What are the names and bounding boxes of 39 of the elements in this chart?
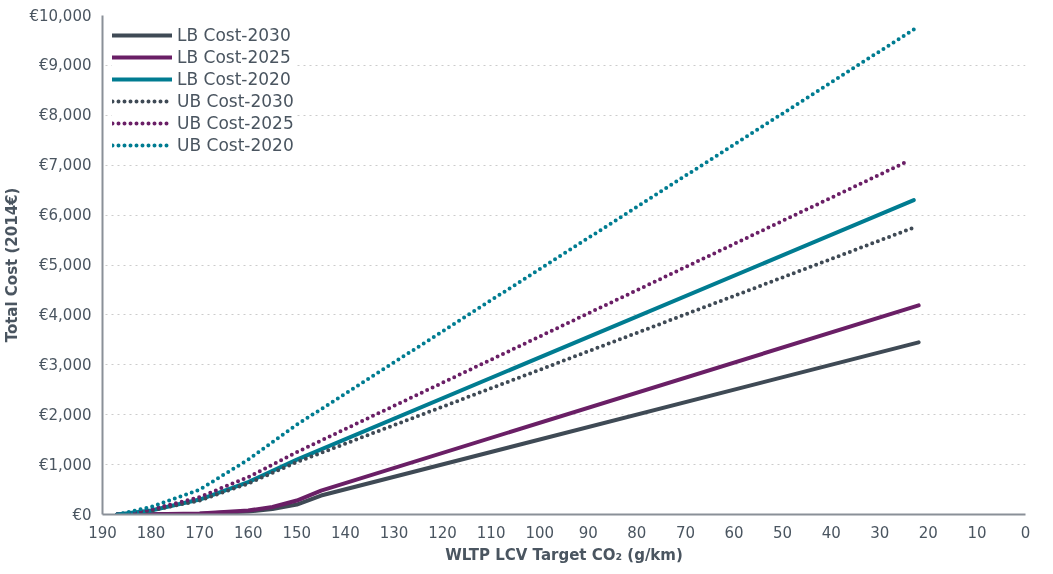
- x-tick-label: 70: [675, 523, 695, 542]
- x-tick-label: 0: [1020, 523, 1031, 542]
- y-tick-label: €7,000: [39, 156, 92, 175]
- y-tick-label: €10,000: [29, 6, 92, 25]
- y-tick-label: €9,000: [39, 56, 92, 75]
- x-tick-label: 140: [331, 523, 360, 542]
- legend-label: UB Cost-2025: [177, 113, 294, 133]
- legend-label: LB Cost-2020: [177, 69, 291, 89]
- x-tick-label: 130: [379, 523, 409, 542]
- x-tick-label: 120: [428, 523, 457, 542]
- y-tick-label: €5,000: [39, 256, 92, 274]
- y-tick-label: €2,000: [39, 405, 92, 424]
- y-tick-label: €4,000: [39, 305, 92, 324]
- x-tick-label: 60: [724, 523, 744, 542]
- x-tick-label: 150: [282, 523, 312, 542]
- x-tick-label: 160: [233, 523, 263, 542]
- y-tick-label: €0: [72, 505, 92, 524]
- y-tick-label: €3,000: [39, 355, 92, 374]
- legend-label: UB Cost-2020: [177, 135, 294, 155]
- x-tick-label: 80: [627, 523, 647, 542]
- y-tick-label: €6,000: [39, 206, 92, 225]
- legend-label: UB Cost-2030: [177, 91, 294, 111]
- y-tick-label: €8,000: [39, 106, 92, 125]
- x-tick-label: 180: [136, 523, 166, 542]
- legend-label: LB Cost-2030: [177, 25, 291, 45]
- legend-label: LB Cost-2025: [177, 47, 291, 67]
- x-axis-title: WLTP LCV Target CO₂ (g/km): [445, 545, 683, 564]
- x-tick-label: 110: [476, 523, 506, 542]
- x-tick-label: 100: [525, 523, 555, 542]
- y-axis-title: Total Cost (2014€): [3, 187, 22, 343]
- x-tick-label: 190: [88, 523, 117, 542]
- x-tick-label: 20: [918, 523, 938, 542]
- x-tick-label: 90: [578, 523, 598, 542]
- x-tick-label: 10: [967, 523, 987, 542]
- x-tick-label: 30: [870, 523, 890, 542]
- x-tick-label: 40: [821, 523, 841, 542]
- x-tick-label: 170: [185, 523, 214, 542]
- x-tick-label: 50: [773, 523, 793, 542]
- y-tick-label: €1,000: [39, 455, 92, 474]
